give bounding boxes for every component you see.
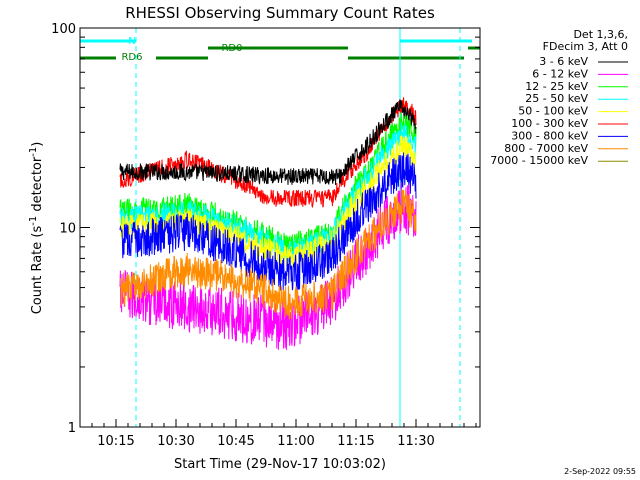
series-line: [119, 152, 417, 291]
legend-label: 300 - 800 keV: [511, 129, 588, 142]
x-tick-label: 10:45: [217, 434, 254, 449]
legend-header-line2: FDecim 3, Att 0: [543, 40, 628, 53]
x-axis: 10:15 10:30 10:45 11:00 11:15 11:30: [91, 419, 477, 449]
x-tick-label: 11:00: [277, 434, 314, 449]
plot-frame: [79, 27, 481, 428]
x-tick-label: 10:30: [157, 434, 194, 449]
y-axis-label: Count Rate (s-1 detector-1): [28, 142, 45, 315]
x-tick-label: 11:30: [397, 434, 434, 449]
series-line: [119, 189, 417, 320]
status-bars: N RD0 RD6: [80, 36, 480, 63]
status-bar-label: RD0: [221, 43, 242, 54]
y-tick-label: 100: [51, 22, 76, 37]
x-tick-label: 11:15: [337, 434, 374, 449]
legend-label: 3 - 6 keV: [539, 55, 588, 68]
legend-label: 50 - 100 keV: [518, 105, 588, 118]
timestamp: 2-Sep-2022 09:55: [564, 467, 636, 476]
legend-label: 25 - 50 keV: [525, 92, 588, 105]
legend-label: 7000 - 15000 keV: [490, 154, 588, 167]
status-bar-label: N: [128, 36, 135, 47]
series-line: [119, 97, 417, 209]
legend-header-line1: Det 1,3,6,: [573, 28, 628, 41]
y-axis: 1 10 100: [51, 22, 480, 436]
legend-label: 800 - 7000 keV: [504, 142, 588, 155]
legend-label: 12 - 25 keV: [525, 80, 588, 93]
series-group: [119, 97, 417, 350]
y-tick-label: 10: [59, 222, 76, 237]
series-line: [119, 182, 417, 350]
legend-label: 6 - 12 keV: [532, 67, 588, 80]
legend-label: 100 - 300 keV: [511, 117, 588, 130]
x-tick-label: 10:15: [97, 434, 134, 449]
status-bar-label: RD6: [121, 52, 142, 63]
series-line: [119, 99, 417, 186]
chart-title: RHESSI Observing Summary Count Rates: [125, 4, 435, 22]
y-tick-label: 1: [68, 421, 76, 436]
x-axis-label: Start Time (29-Nov-17 10:03:02): [174, 457, 386, 472]
